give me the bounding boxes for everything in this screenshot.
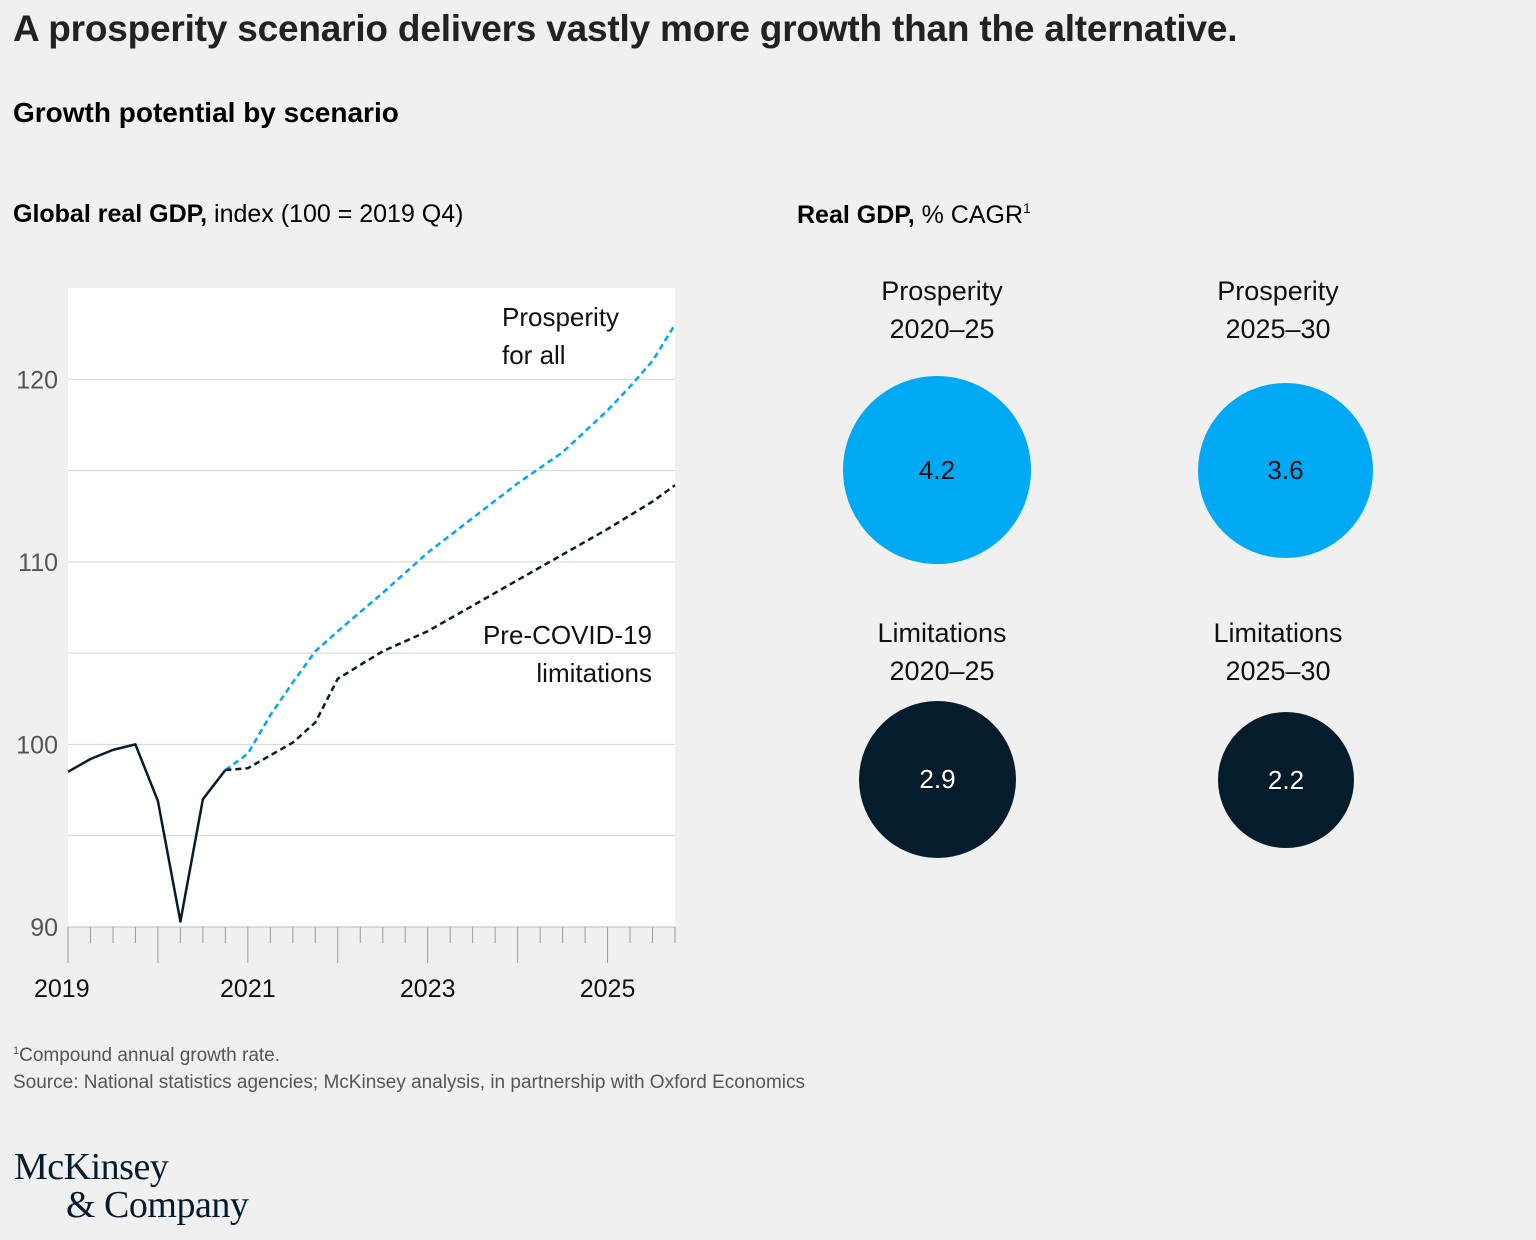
limitations-label-line1: Pre-COVID-19 xyxy=(483,620,652,650)
plot-area xyxy=(68,288,675,927)
bubble-limitations-2020-25: 2.9 xyxy=(859,701,1016,858)
line-chart-title-bold: Global real GDP, xyxy=(13,200,208,228)
bubble-chart-title: Real GDP, % CAGR1 xyxy=(797,200,1031,230)
limitations-series-line xyxy=(225,484,676,772)
bubble-label-limitations-2020-25: Limitations 2020–25 xyxy=(822,614,1062,690)
footnote: 1Compound annual growth rate. xyxy=(13,1045,280,1067)
y-tick-label: 100 xyxy=(16,731,58,759)
bubble-label-line1: Limitations xyxy=(1213,618,1343,648)
limitations-label-line2: limitations xyxy=(536,658,652,688)
bubble-label-prosperity-2020-25: Prosperity 2020–25 xyxy=(822,272,1062,348)
bubble-prosperity-2025-30: 3.6 xyxy=(1198,383,1373,558)
bubble-chart-title-rest: % CAGR xyxy=(914,201,1024,229)
bubble-label-line2: 2020–25 xyxy=(889,314,995,344)
mckinsey-logo: McKinsey & Company xyxy=(14,1146,249,1226)
prosperity-label-line1: Prosperity xyxy=(502,302,619,332)
logo-line1: McKinsey xyxy=(14,1146,169,1188)
line-chart-title-rest: index (100 = 2019 Q4) xyxy=(207,200,464,228)
x-tick-label: 2023 xyxy=(400,975,456,1003)
subtitle: Growth potential by scenario xyxy=(13,97,399,128)
bubble-value: 2.9 xyxy=(919,764,956,794)
logo-line2: & Company xyxy=(66,1184,249,1226)
bubble-label-line2: 2020–25 xyxy=(889,656,995,686)
bubble-limitations-2025-30: 2.2 xyxy=(1218,712,1354,848)
x-tick-label: 2019 xyxy=(34,975,90,1003)
x-tick-label: 2021 xyxy=(220,975,276,1003)
x-tick-label: 2025 xyxy=(580,975,636,1003)
gdp-line-chart: 90 100 110 120 2019 2021 2023 2025 Prosperity for… xyxy=(16,288,677,1003)
prosperity-label-line2: for all xyxy=(502,340,566,370)
bubble-label-prosperity-2025-30: Prosperity 2025–30 xyxy=(1158,272,1398,348)
y-tick-label: 110 xyxy=(18,549,58,577)
bubble-chart-title-bold: Real GDP, xyxy=(797,201,915,229)
prosperity-series-line xyxy=(224,323,677,772)
historical-series-line xyxy=(67,743,227,923)
bubble-label-line2: 2025–30 xyxy=(1225,656,1331,686)
footnote-text: Compound annual growth rate. xyxy=(19,1045,281,1066)
bubble-label-line2: 2025–30 xyxy=(1225,314,1331,344)
bubble-value: 4.2 xyxy=(918,454,956,485)
bubble-label-limitations-2025-30: Limitations 2025–30 xyxy=(1158,614,1398,690)
footnote-marker: 1 xyxy=(1023,200,1031,216)
source-note: Source: National statistics agencies; Mc… xyxy=(13,1072,806,1093)
bubble-label-line1: Prosperity xyxy=(1217,276,1339,306)
bubble-value: 2.2 xyxy=(1267,764,1305,795)
bubble-label-line1: Prosperity xyxy=(881,276,1003,306)
footnote-sup: 1 xyxy=(13,1045,20,1057)
headline: A prosperity scenario delivers vastly mo… xyxy=(13,8,1238,49)
y-tick-label: 120 xyxy=(16,366,58,394)
bubble-prosperity-2020-25: 4.2 xyxy=(843,376,1031,564)
bubble-label-line1: Limitations xyxy=(877,618,1007,648)
line-chart-title: Global real GDP, index (100 = 2019 Q4) xyxy=(13,200,463,229)
bubble-value: 3.6 xyxy=(1267,455,1304,485)
y-tick-label: 90 xyxy=(30,914,58,942)
